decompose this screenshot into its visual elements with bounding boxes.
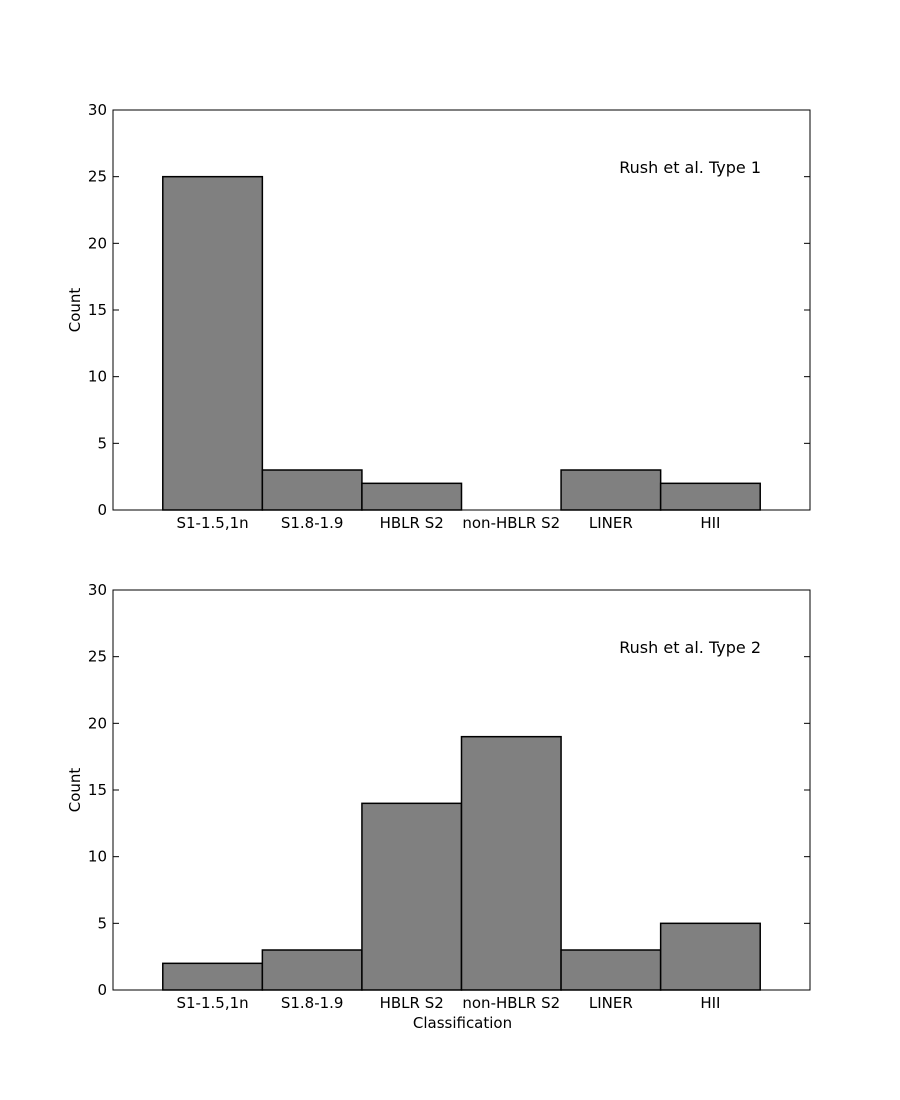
bottom-x-tick-label-1: S1.8-1.9 bbox=[281, 994, 344, 1012]
bottom-bar-3 bbox=[460, 735, 562, 991]
top-bar-2 bbox=[361, 482, 463, 511]
top-panel: S1-1.5,1n S1.8-1.9 HBLR S2 non-HBLR S2 LINER… bbox=[66, 101, 811, 532]
bottom-panel: S1-1.5,1n S1.8-1.9 HBLR S2 non-HBLR S2 LINER… bbox=[66, 581, 811, 1032]
bottom-x-tick-label-3: non-HBLR S2 bbox=[462, 994, 560, 1012]
top-y-tick-label-2: 10 bbox=[88, 368, 107, 386]
top-bar-5 bbox=[659, 482, 761, 511]
bottom-x-tick-label-0: S1-1.5,1n bbox=[176, 994, 248, 1012]
top-y-tick-label-6: 30 bbox=[88, 101, 107, 119]
top-x-tick-label-5: HII bbox=[700, 514, 720, 532]
top-x-tick-label-0: S1-1.5,1n bbox=[176, 514, 248, 532]
top-bars bbox=[162, 175, 761, 511]
bottom-annotation: Rush et al. Type 2 bbox=[619, 638, 761, 657]
bottom-bar-4 bbox=[560, 949, 662, 991]
bottom-y-tick-label-6: 30 bbox=[88, 581, 107, 599]
top-y-tick-label-5: 25 bbox=[88, 168, 107, 186]
bottom-bar-0 bbox=[162, 962, 264, 991]
bottom-y-tick-label-1: 5 bbox=[97, 914, 107, 932]
bottom-x-tick-label-4: LINER bbox=[589, 994, 633, 1012]
top-x-tick-label-3: non-HBLR S2 bbox=[462, 514, 560, 532]
top-bar-4 bbox=[560, 469, 662, 511]
bottom-x-tick-label-2: HBLR S2 bbox=[380, 994, 444, 1012]
bottom-y-axis-label: Count bbox=[66, 768, 84, 813]
top-y-tick-label-1: 5 bbox=[97, 434, 107, 452]
top-bar-0 bbox=[162, 175, 264, 511]
bottom-y-tick-label-2: 10 bbox=[88, 848, 107, 866]
bottom-x-axis-label: Classification bbox=[413, 1014, 512, 1032]
top-x-tick-label-2: HBLR S2 bbox=[380, 514, 444, 532]
top-x-tick-label-4: LINER bbox=[589, 514, 633, 532]
bottom-bar-1 bbox=[261, 949, 363, 991]
bottom-y-tick-label-5: 25 bbox=[88, 648, 107, 666]
top-y-tick-label-3: 15 bbox=[88, 301, 107, 319]
bottom-bars bbox=[162, 735, 761, 991]
top-ticks: S1-1.5,1n S1.8-1.9 HBLR S2 non-HBLR S2 LINER… bbox=[88, 101, 810, 532]
top-y-tick-label-0: 0 bbox=[97, 501, 107, 519]
bottom-bar-5 bbox=[659, 922, 761, 991]
top-x-tick-label-1: S1.8-1.9 bbox=[281, 514, 344, 532]
bottom-ticks: S1-1.5,1n S1.8-1.9 HBLR S2 non-HBLR S2 LINER… bbox=[88, 581, 810, 1012]
top-y-axis-label: Count bbox=[66, 288, 84, 333]
bottom-x-tick-label-5: HII bbox=[700, 994, 720, 1012]
bottom-y-tick-label-4: 20 bbox=[88, 714, 107, 732]
top-annotation: Rush et al. Type 1 bbox=[619, 158, 761, 177]
top-y-tick-label-4: 20 bbox=[88, 234, 107, 252]
top-bar-1 bbox=[261, 469, 363, 511]
bottom-bar-2 bbox=[361, 802, 463, 991]
bottom-y-tick-label-3: 15 bbox=[88, 781, 107, 799]
bottom-y-tick-label-0: 0 bbox=[97, 981, 107, 999]
